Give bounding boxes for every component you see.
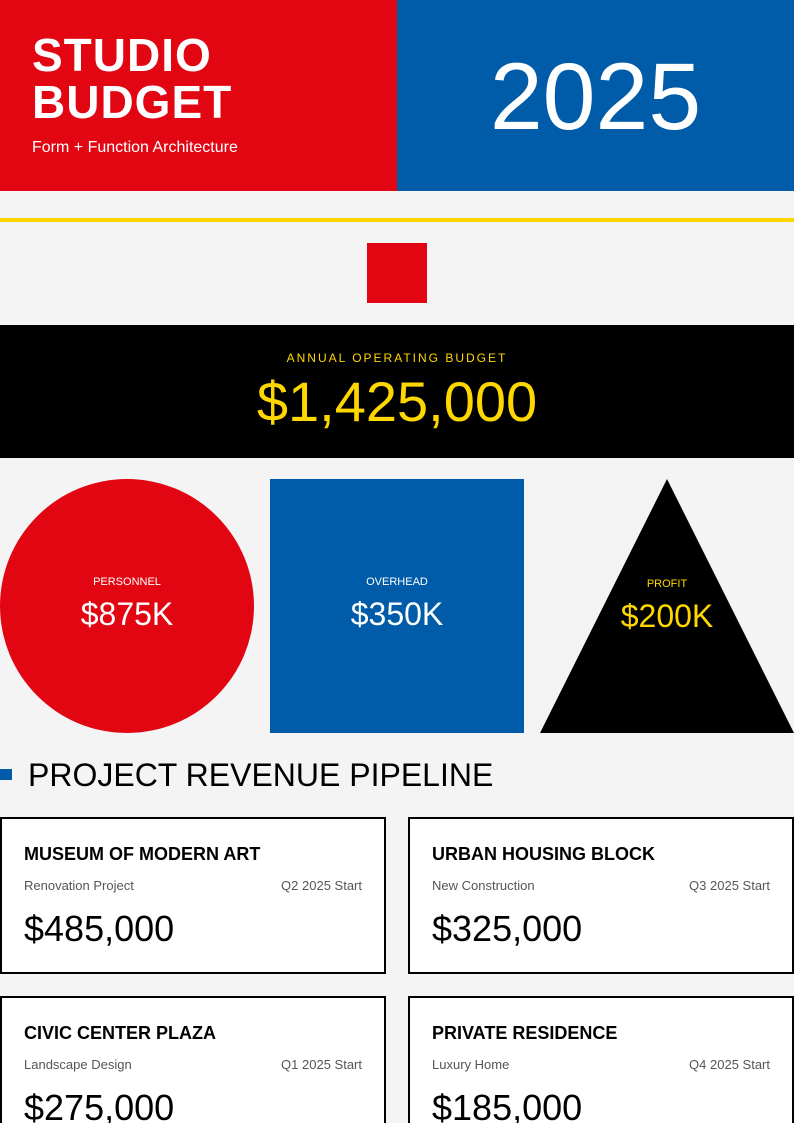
personnel-value: $875K [80,596,174,632]
project-start: Q3 2025 Start [689,878,770,893]
subtitle: Form + Function Architecture [32,139,238,156]
project-type: Landscape Design [24,1057,132,1072]
project-card: MUSEUM OF MODERN ART Renovation Project … [0,817,386,974]
title-line-1: STUDIO [32,29,212,81]
triangle-shape-icon [540,479,794,733]
yellow-divider [0,218,794,222]
project-start: Q2 2025 Start [281,878,362,893]
project-start: Q4 2025 Start [689,1057,770,1072]
project-amount: $275,000 [24,1087,175,1123]
title-line-2: BUDGET [32,76,233,128]
project-start: Q1 2025 Start [281,1057,362,1072]
total-budget-band: ANNUAL OPERATING BUDGET $1,425,000 [0,325,794,458]
total-budget-label: ANNUAL OPERATING BUDGET [286,351,508,365]
profit-label: PROFIT [646,578,688,590]
project-amount: $185,000 [432,1087,583,1123]
project-type: New Construction [432,878,535,893]
red-square-ornament [367,243,427,303]
profit-value: $200K [620,598,714,634]
header-blue-panel: 2025 [397,0,794,191]
header-red-panel: STUDIO BUDGET Form + Function Architectu… [0,0,397,191]
project-name: CIVIC CENTER PLAZA [24,1023,217,1043]
page-title: STUDIO BUDGET [32,32,232,126]
project-name: MUSEUM OF MODERN ART [24,844,261,864]
personnel-circle: PERSONNEL $875K [0,479,254,733]
project-card: PRIVATE RESIDENCE Luxury Home Q4 2025 St… [408,996,794,1123]
project-name: URBAN HOUSING BLOCK [432,844,655,864]
project-card: URBAN HOUSING BLOCK New Construction Q3 … [408,817,794,974]
section-bullet-icon [0,769,12,780]
overhead-square: OVERHEAD $350K [270,479,524,733]
personnel-label: PERSONNEL [93,576,161,588]
project-type: Luxury Home [432,1057,510,1072]
project-card: CIVIC CENTER PLAZA Landscape Design Q1 2… [0,996,386,1123]
overhead-value: $350K [350,596,444,632]
year-label: 2025 [489,44,702,150]
project-amount: $485,000 [24,908,175,949]
project-name: PRIVATE RESIDENCE [432,1023,618,1043]
overhead-label: OVERHEAD [366,576,428,588]
profit-triangle: PROFIT $200K [540,479,794,733]
total-budget-value: $1,425,000 [256,370,538,433]
project-type: Renovation Project [24,878,134,893]
section-title: PROJECT REVENUE PIPELINE [28,757,494,793]
project-amount: $325,000 [432,908,583,949]
